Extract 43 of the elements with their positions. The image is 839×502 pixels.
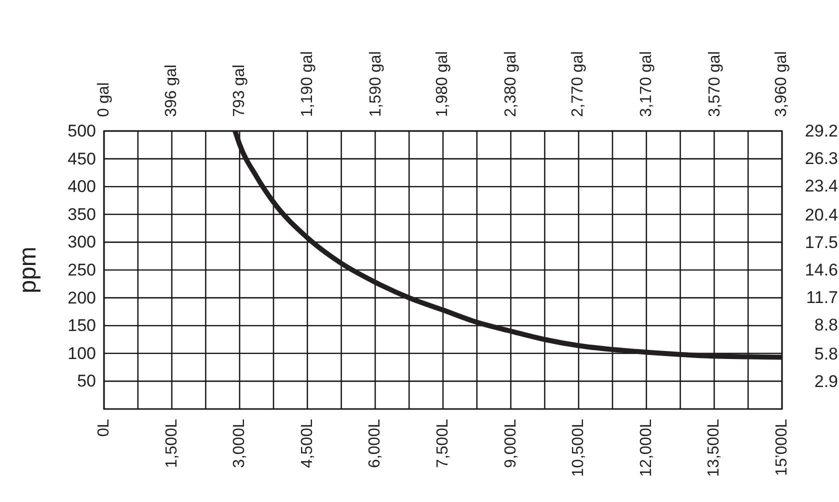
x2-tick-label: 2,380 gal: [502, 51, 520, 117]
x-tick-label: 3,000L: [231, 418, 248, 468]
x-tick-label: 7,500L: [434, 418, 452, 468]
x2-tick-label: 1,980 gal: [434, 51, 452, 117]
y-tick-label: 450: [68, 149, 96, 168]
x-tick-label: 12,000L: [638, 418, 655, 477]
x2-tick-label: 1,190 gal: [299, 51, 316, 117]
y-tick-label: 200: [68, 288, 96, 308]
y-tick-label: 250: [68, 260, 96, 280]
x-tick-label: 4,500L: [298, 418, 316, 468]
x-tick-label: 9,000L: [502, 418, 520, 468]
y2-tick-label: 17.5: [804, 232, 838, 252]
y-tick-label: 350: [68, 204, 96, 224]
x-tick-label: 10,500L: [570, 418, 588, 477]
y2-tick-label: 26.3: [804, 149, 838, 168]
y2-tick-label: 29.2: [804, 122, 838, 140]
x-tick-label: 0L: [96, 418, 112, 437]
x2-tick-label: 3,960 gal: [772, 51, 790, 117]
y2-tick-label: 5.8: [814, 344, 838, 364]
x2-tick-label: 1,590 gal: [368, 51, 385, 117]
y-tick-label: 300: [68, 232, 96, 252]
x2-tick-label: 793 gal: [231, 64, 248, 117]
x-tick-label: 13,500L: [706, 418, 723, 477]
y2-tick-label: 8.8: [814, 316, 838, 335]
y-tick-label: 100: [68, 344, 96, 363]
y-axis-title: ppm: [14, 246, 42, 294]
y2-tick-label: 20.4: [804, 205, 838, 224]
y2-tick-label: 14.6: [804, 260, 838, 280]
x2-tick-label: 3,170 gal: [638, 51, 655, 117]
y-tick-label: 500: [68, 122, 96, 140]
x-tick-label: 6,000L: [366, 418, 384, 468]
x2-tick-label: 2,770 gal: [569, 51, 586, 117]
x2-tick-label: 396 gal: [163, 64, 180, 117]
y2-tick-label: 2.9: [814, 372, 838, 391]
x-tick-label: 1,500L: [163, 418, 180, 468]
y2-tick-label: 23.4: [804, 176, 838, 196]
x2-tick-label: 0 gal: [96, 82, 112, 117]
x-tick-label: 15’000L: [774, 418, 790, 476]
y2-tick-label: 11.7: [806, 288, 838, 308]
y-tick-label: 150: [68, 316, 96, 336]
y-tick-label: 50: [77, 372, 96, 391]
x2-tick-label: 3,570 gal: [706, 51, 724, 117]
y-tick-label: 400: [68, 177, 96, 196]
